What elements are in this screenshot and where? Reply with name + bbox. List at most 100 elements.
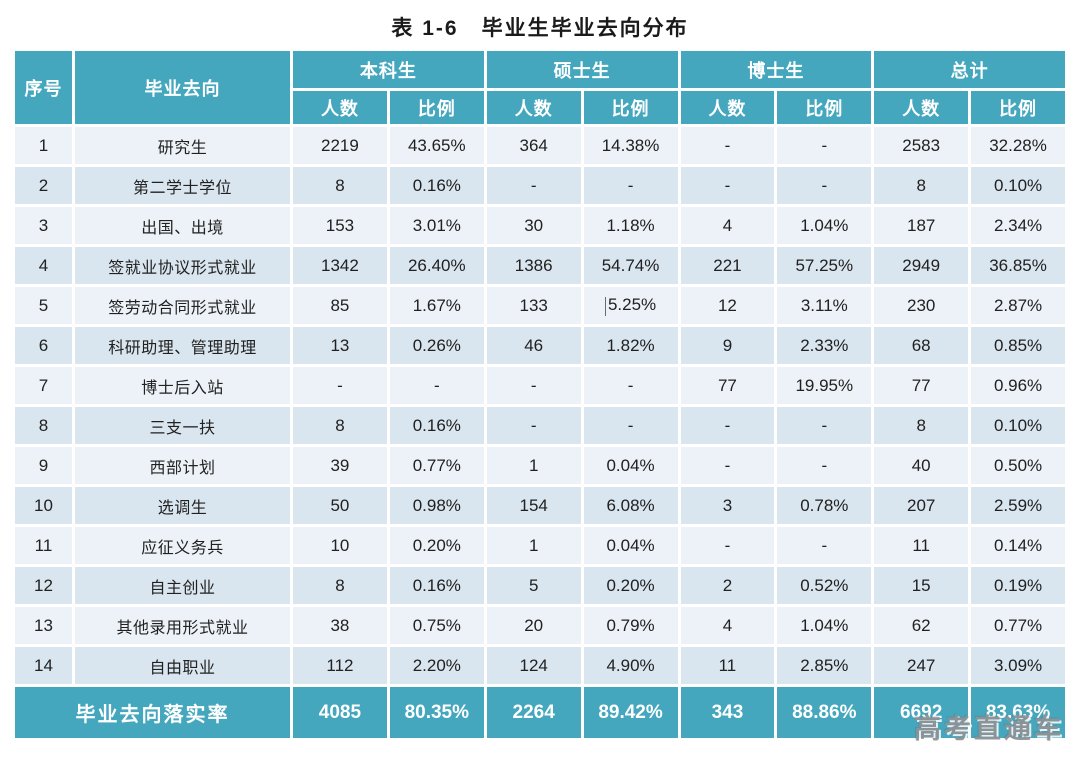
value-cell: 0.26% — [389, 327, 484, 364]
value-cell: - — [486, 167, 581, 204]
row-number-cell: 1 — [15, 127, 72, 164]
destination-name-cell: 自主创业 — [75, 567, 290, 604]
value-cell: 4 — [680, 207, 775, 244]
value-cell: 2.20% — [389, 647, 484, 684]
value-cell: 50 — [293, 487, 387, 524]
value-cell: 2 — [680, 567, 775, 604]
destination-name-cell: 科研助理、管理助理 — [75, 327, 290, 364]
value-cell: 77 — [874, 367, 969, 404]
row-number-cell: 10 — [15, 487, 72, 524]
destination-name-cell: 其他录用形式就业 — [75, 607, 290, 644]
row-number-cell: 9 — [15, 447, 72, 484]
value-cell: 2949 — [874, 247, 969, 284]
row-number-cell: 5 — [15, 287, 72, 324]
row-number-cell: 8 — [15, 407, 72, 444]
value-cell: 40 — [874, 447, 969, 484]
sub-header-row: 人数 比例 人数 比例 人数 比例 人数 比例 — [15, 91, 1065, 124]
value-cell: 8 — [293, 567, 387, 604]
value-cell: 4.90% — [583, 647, 678, 684]
value-cell: - — [486, 367, 581, 404]
group-header-row: 序号 毕业去向 本科生 硕士生 博士生 总计 — [15, 51, 1065, 124]
destination-name-cell: 博士后入站 — [75, 367, 290, 404]
destination-name-cell: 签劳动合同形式就业 — [75, 287, 290, 324]
value-cell: 1.82% — [583, 327, 678, 364]
value-cell: 207 — [874, 487, 969, 524]
table-row: 12 自主创业 8 0.16% 5 0.20% 2 0.52% 15 0.19% — [15, 567, 1065, 604]
value-cell: 2.59% — [971, 487, 1065, 524]
value-cell: 0.75% — [389, 607, 484, 644]
destination-name-cell: 第二学士学位 — [75, 167, 290, 204]
table-row: 7 博士后入站 - - - -77 19.95% 77 0.96% — [15, 367, 1065, 404]
value-cell: 1386 — [486, 247, 581, 284]
value-cell: - — [680, 447, 775, 484]
value-cell: 9 — [680, 327, 775, 364]
value-cell: 0.98% — [389, 487, 484, 524]
value-cell: 364 — [486, 127, 581, 164]
destination-name-cell: 研究生 — [75, 127, 290, 164]
table-body: 1 研究生 2219 43.65% 364 14.38% - -2583 32.28% 2 第二学士… — [15, 127, 1065, 684]
value-cell: 13 — [293, 327, 387, 364]
value-cell: 8 — [874, 407, 969, 444]
value-cell: 43.65% — [389, 127, 484, 164]
value-cell: 0.10% — [971, 407, 1065, 444]
row-number-cell: 11 — [15, 527, 72, 564]
destination-name-cell: 三支一扶 — [75, 407, 290, 444]
header-group-master: 硕士生 — [486, 51, 678, 88]
row-number-cell: 2 — [15, 167, 72, 204]
header-doctor-ratio: 比例 — [777, 91, 872, 124]
value-cell: 54.74% — [583, 247, 678, 284]
destination-name-cell: 应征义务兵 — [75, 527, 290, 564]
header-no: 序号 — [15, 51, 72, 124]
value-cell: 0.20% — [583, 567, 678, 604]
summary-label: 毕业去向落实率 — [15, 687, 290, 738]
table-row: 8 三支一扶 8 0.16% - - - -8 0.10% — [15, 407, 1065, 444]
value-cell: 1.18% — [583, 207, 678, 244]
summary-undergrad-count: 4085 — [293, 687, 387, 738]
header-master-count: 人数 — [486, 91, 581, 124]
value-cell: - — [777, 407, 872, 444]
value-cell: 32.28% — [971, 127, 1065, 164]
value-cell: - — [583, 167, 678, 204]
value-cell: 11 — [874, 527, 969, 564]
table-row: 11 应征义务兵 10 0.20% 1 0.04% - -11 0.14% — [15, 527, 1065, 564]
value-cell: - — [680, 407, 775, 444]
value-cell: 0.04% — [583, 447, 678, 484]
table-footer: 毕业去向落实率 4085 80.35% 2264 89.42% 343 88.8… — [15, 687, 1065, 738]
row-number-cell: 7 — [15, 367, 72, 404]
table-row: 5 签劳动合同形式就业 85 1.67% 133 5.25% 12 3.11% 230 2.87% — [15, 287, 1065, 324]
value-cell: - — [777, 527, 872, 564]
value-cell: 0.52% — [777, 567, 872, 604]
value-cell: 39 — [293, 447, 387, 484]
value-cell: 0.85% — [971, 327, 1065, 364]
header-undergrad-count: 人数 — [293, 91, 387, 124]
value-cell: 0.16% — [389, 167, 484, 204]
row-number-cell: 14 — [15, 647, 72, 684]
destination-name-cell: 签就业协议形式就业 — [75, 247, 290, 284]
value-cell: 68 — [874, 327, 969, 364]
value-cell: 77 — [680, 367, 775, 404]
value-cell: - — [777, 127, 872, 164]
value-cell: 38 — [293, 607, 387, 644]
table-row: 3 出国、出境 153 3.01% 30 1.18% 4 1.04% 187 2.34% — [15, 207, 1065, 244]
value-cell: 26.40% — [389, 247, 484, 284]
value-cell: 1342 — [293, 247, 387, 284]
value-cell: 0.96% — [971, 367, 1065, 404]
value-cell: 14.38% — [583, 127, 678, 164]
value-cell: 0.77% — [971, 607, 1065, 644]
value-cell: 2.87% — [971, 287, 1065, 324]
value-cell: - — [486, 407, 581, 444]
header-destination: 毕业去向 — [75, 51, 290, 124]
value-cell: 247 — [874, 647, 969, 684]
header-master-ratio: 比例 — [583, 91, 678, 124]
value-cell: 0.50% — [971, 447, 1065, 484]
header-total-ratio: 比例 — [971, 91, 1065, 124]
summary-doctor-ratio: 88.86% — [777, 687, 872, 738]
value-cell: 0.19% — [971, 567, 1065, 604]
value-cell: 0.16% — [389, 567, 484, 604]
header-undergrad-ratio: 比例 — [389, 91, 484, 124]
table-row: 9 西部计划 39 0.77% 1 0.04% - -40 0.50% — [15, 447, 1065, 484]
value-cell: 2.34% — [971, 207, 1065, 244]
summary-master-count: 2264 — [486, 687, 581, 738]
header-total-count: 人数 — [874, 91, 969, 124]
value-cell: 5.25% — [583, 287, 678, 324]
